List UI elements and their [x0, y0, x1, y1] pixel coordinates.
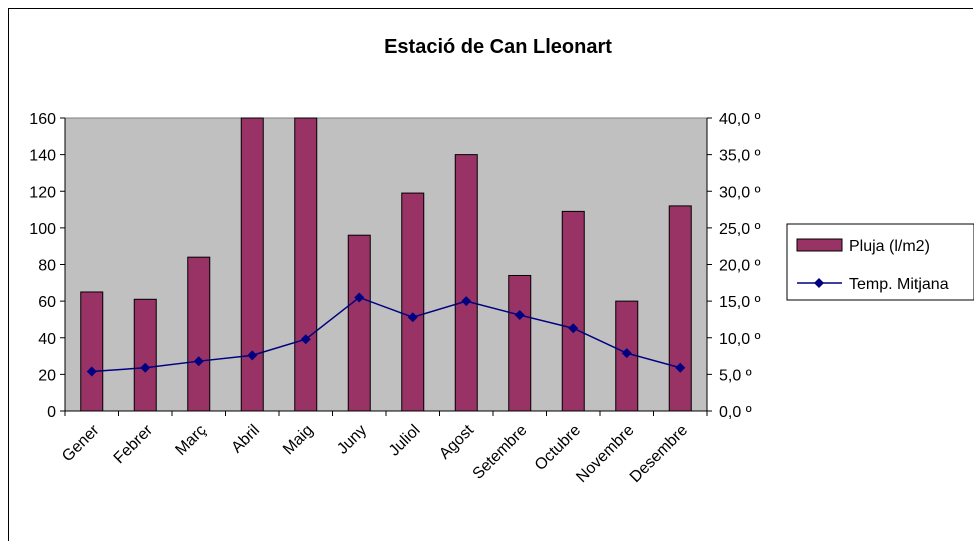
bar-juny [347, 234, 371, 412]
legend-label-pluja: Pluja (l/m2) [849, 238, 930, 255]
temp-marker-juny [354, 292, 365, 303]
right-tick-label: 5,0 º [719, 367, 752, 384]
legend-box [786, 223, 974, 301]
left-tick-label: 20 [38, 367, 56, 384]
left-tick-label: 0 [47, 404, 56, 421]
bar-juliol [401, 192, 425, 412]
temp-marker-gener [86, 366, 97, 377]
temp-marker-desembre [675, 362, 686, 373]
temp-marker-agost [461, 296, 472, 307]
temp-marker-novembre [621, 348, 632, 359]
right-tick-label: 0,0 º [719, 404, 752, 421]
bar-abril [240, 117, 264, 412]
left-tick-label: 80 [38, 258, 56, 275]
bar-setembre [508, 274, 532, 412]
x-tick-label: Juliol [386, 422, 424, 460]
right-tick-label: 30,0 º [719, 184, 761, 201]
legend-diamond-marker [814, 278, 824, 288]
temperature-line [91, 296, 681, 373]
bar-març [187, 256, 211, 412]
x-tick-label: Març [172, 422, 209, 459]
x-tick-label: Juny [334, 422, 370, 458]
x-tick-label: Octubre [532, 422, 584, 474]
x-tick-label: Maig [280, 422, 317, 459]
bar-gener [80, 291, 104, 412]
temp-marker-octubre [568, 323, 579, 334]
bar-febrer [133, 298, 157, 412]
x-tick-label: Agost [436, 421, 477, 462]
left-tick-label: 160 [29, 111, 56, 128]
bar-maig [294, 117, 318, 412]
plot-area [64, 117, 708, 412]
temp-marker-setembre [514, 310, 525, 321]
left-tick-label: 40 [38, 331, 56, 348]
x-tick-label: Abril [228, 422, 263, 457]
bar-desembre [668, 205, 692, 412]
left-tick-label: 60 [38, 294, 56, 311]
bar-agost [454, 154, 478, 412]
right-tick-label: 10,0 º [719, 331, 761, 348]
x-tick-label: Desembre [627, 422, 691, 486]
right-tick-label: 15,0 º [719, 294, 761, 311]
bar-octubre [561, 210, 585, 412]
legend-bar-swatch [796, 238, 843, 252]
left-tick-label: 140 [29, 148, 56, 165]
temp-marker-maig [300, 334, 311, 345]
right-tick-label: 40,0 º [719, 111, 761, 128]
right-tick-label: 35,0 º [719, 148, 761, 165]
x-tick-label: Gener [59, 421, 103, 465]
legend-label-temp: Temp. Mitjana [849, 276, 949, 293]
x-tick-label: Setembre [470, 422, 531, 483]
left-tick-label: 120 [29, 184, 56, 201]
temp-marker-juliol [407, 312, 418, 323]
left-tick-label: 100 [29, 221, 56, 238]
temp-marker-març [193, 356, 204, 367]
temp-marker-febrer [140, 362, 151, 373]
x-tick-label: Febrer [111, 421, 157, 467]
right-tick-label: 20,0 º [719, 258, 761, 275]
right-tick-label: 25,0 º [719, 221, 761, 238]
chart-title: Estació de Can Lleonart [384, 36, 612, 58]
temp-marker-abril [247, 350, 258, 361]
